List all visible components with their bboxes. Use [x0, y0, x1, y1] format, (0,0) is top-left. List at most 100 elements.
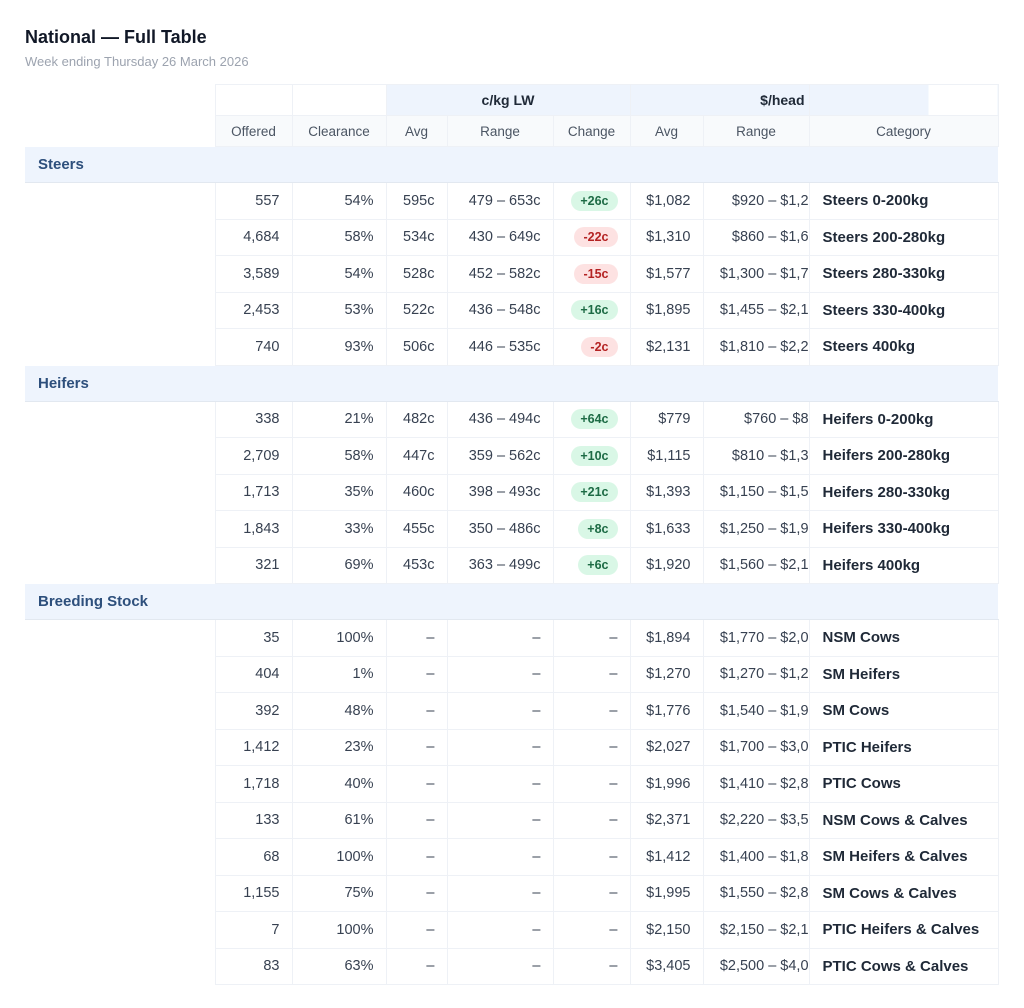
- cell-category: PTIC Cows: [808, 765, 999, 803]
- cell-ckg-avg: 455c: [385, 510, 448, 548]
- cell-head-avg: $1,270: [629, 655, 704, 693]
- cell-ckg-range: 430 – 649c: [446, 218, 554, 256]
- cell-head-avg: $1,995: [629, 874, 704, 912]
- cell-ckg-range: 479 – 653c: [446, 182, 554, 220]
- cell-change: –: [552, 947, 631, 985]
- cell-clearance: 23%: [291, 728, 387, 766]
- table-row[interactable]: 7 100% – – – $2,150 $2,150 – $2,1 PTIC Heifers …: [25, 911, 999, 949]
- table-row[interactable]: 321 69% 453c 363 – 499c +6c $1,920 $1,560 – $2…: [25, 546, 999, 584]
- change-badge: +8c: [578, 518, 618, 539]
- cell-category: Heifers 280-330kg: [808, 473, 999, 511]
- cell-ckg-avg: –: [385, 655, 448, 693]
- table-row[interactable]: 404 1% – – – $1,270 $1,270 – $1,2 SM Heifers: [25, 655, 999, 693]
- cell-ckg-avg: –: [385, 838, 448, 876]
- cell-offered: 83: [214, 947, 293, 985]
- col-category[interactable]: Category: [808, 115, 999, 147]
- cell-head-avg: $1,633: [629, 510, 704, 548]
- cell-offered: 133: [214, 801, 293, 839]
- change-badge: +26c: [571, 190, 618, 211]
- cell-ckg-range: 398 – 493c: [446, 473, 554, 511]
- change-badge: +21c: [571, 482, 618, 503]
- cell-category: Steers 200-280kg: [808, 218, 999, 256]
- col-offered[interactable]: Offered: [214, 115, 293, 147]
- cell-ckg-range: –: [446, 911, 554, 949]
- table-row[interactable]: 3,589 54% 528c 452 – 582c -15c $1,577 $1,300 –…: [25, 255, 999, 293]
- cell-offered: 68: [214, 838, 293, 876]
- cell-head-avg: $1,920: [629, 546, 704, 584]
- cell-head-range: $810 – $1,3: [702, 437, 810, 475]
- cell-clearance: 75%: [291, 874, 387, 912]
- group-header-ckg: c/kg LW: [385, 84, 631, 116]
- table-row[interactable]: 1,412 23% – – – $2,027 $1,700 – $3,0 PTIC Heife…: [25, 728, 999, 766]
- cell-change: –: [552, 838, 631, 876]
- cell-ckg-range: 363 – 499c: [446, 546, 554, 584]
- col-head-avg[interactable]: Avg: [629, 115, 704, 147]
- change-badge: +10c: [571, 445, 618, 466]
- cell-head-range: $1,410 – $2,8: [702, 765, 810, 803]
- cell-offered: 392: [214, 692, 293, 730]
- table-row[interactable]: 133 61% – – – $2,371 $2,220 – $3,5 NSM Cows & C…: [25, 801, 999, 839]
- table-row[interactable]: 35 100% – – – $1,894 $1,770 – $2,0 NSM Cows: [25, 619, 999, 657]
- cell-clearance: 100%: [291, 838, 387, 876]
- cell-category: SM Cows: [808, 692, 999, 730]
- cell-category: Steers 0-200kg: [808, 182, 999, 220]
- cell-ckg-range: –: [446, 692, 554, 730]
- group-label: Heifers: [25, 365, 999, 402]
- table-row[interactable]: 4,684 58% 534c 430 – 649c -22c $1,310 $860 – $…: [25, 218, 999, 256]
- table-row[interactable]: 1,713 35% 460c 398 – 493c +21c $1,393 $1,150 –…: [25, 473, 999, 511]
- cell-offered: 35: [214, 619, 293, 657]
- col-change[interactable]: Change: [552, 115, 631, 147]
- col-ckg-avg[interactable]: Avg: [385, 115, 448, 147]
- table-row[interactable]: 2,709 58% 447c 359 – 562c +10c $1,115 $810 – $…: [25, 437, 999, 475]
- change-badge: -2c: [581, 336, 618, 357]
- cell-offered: 557: [214, 182, 293, 220]
- cell-head-avg: $1,895: [629, 291, 704, 329]
- cell-ckg-avg: 528c: [385, 255, 448, 293]
- cell-head-avg: $1,577: [629, 255, 704, 293]
- cell-clearance: 1%: [291, 655, 387, 693]
- cell-ckg-range: 436 – 548c: [446, 291, 554, 329]
- cell-head-avg: $2,027: [629, 728, 704, 766]
- cell-offered: 4,684: [214, 218, 293, 256]
- table-row[interactable]: 68 100% – – – $1,412 $1,400 – $1,8 SM Heifers &…: [25, 838, 999, 876]
- cell-category: Heifers 200-280kg: [808, 437, 999, 475]
- cell-ckg-avg: 482c: [385, 400, 448, 438]
- table-row[interactable]: 392 48% – – – $1,776 $1,540 – $1,9 SM Cows: [25, 692, 999, 730]
- cell-change: –: [552, 692, 631, 730]
- cell-change: –: [552, 655, 631, 693]
- group-row: Breeding Stock: [25, 583, 999, 620]
- cell-head-range: $920 – $1,2: [702, 182, 810, 220]
- cell-head-range: $1,250 – $1,9: [702, 510, 810, 548]
- cell-ckg-range: 350 – 486c: [446, 510, 554, 548]
- table-row[interactable]: 1,843 33% 455c 350 – 486c +8c $1,633 $1,250 – …: [25, 510, 999, 548]
- group-label: Steers: [25, 146, 999, 183]
- col-ckg-range[interactable]: Range: [446, 115, 554, 147]
- cell-change: –: [552, 911, 631, 949]
- cell-head-range: $1,770 – $2,0: [702, 619, 810, 657]
- cell-ckg-range: 446 – 535c: [446, 328, 554, 366]
- table-row[interactable]: 1,718 40% – – – $1,996 $1,410 – $2,8 PTIC Cows: [25, 765, 999, 803]
- cell-ckg-avg: –: [385, 728, 448, 766]
- change-badge: +64c: [571, 409, 618, 430]
- cell-ckg-avg: –: [385, 911, 448, 949]
- cell-head-range: $1,550 – $2,8: [702, 874, 810, 912]
- cell-head-range: $1,700 – $3,0: [702, 728, 810, 766]
- cell-clearance: 53%: [291, 291, 387, 329]
- cell-head-avg: $2,131: [629, 328, 704, 366]
- cell-category: Steers 280-330kg: [808, 255, 999, 293]
- table-row[interactable]: 557 54% 595c 479 – 653c +26c $1,082 $920 – $1,…: [25, 182, 999, 220]
- table-row[interactable]: 2,453 53% 522c 436 – 548c +16c $1,895 $1,455 –…: [25, 291, 999, 329]
- cell-head-avg: $3,405: [629, 947, 704, 985]
- table-row[interactable]: 338 21% 482c 436 – 494c +64c $779 $760 – $8 Hei…: [25, 400, 999, 438]
- cell-clearance: 35%: [291, 473, 387, 511]
- cell-clearance: 54%: [291, 182, 387, 220]
- col-head-range[interactable]: Range: [702, 115, 810, 147]
- table-row[interactable]: 1,155 75% – – – $1,995 $1,550 – $2,8 SM Cows & …: [25, 874, 999, 912]
- cell-clearance: 48%: [291, 692, 387, 730]
- table-row[interactable]: 740 93% 506c 446 – 535c -2c $2,131 $1,810 – $2…: [25, 328, 999, 366]
- col-clearance[interactable]: Clearance: [291, 115, 387, 147]
- cell-category: SM Heifers: [808, 655, 999, 693]
- cell-change: +10c: [552, 437, 631, 475]
- table-row[interactable]: 83 63% – – – $3,405 $2,500 – $4,0 PTIC Cows & C…: [25, 947, 999, 985]
- cell-head-range: $2,150 – $2,1: [702, 911, 810, 949]
